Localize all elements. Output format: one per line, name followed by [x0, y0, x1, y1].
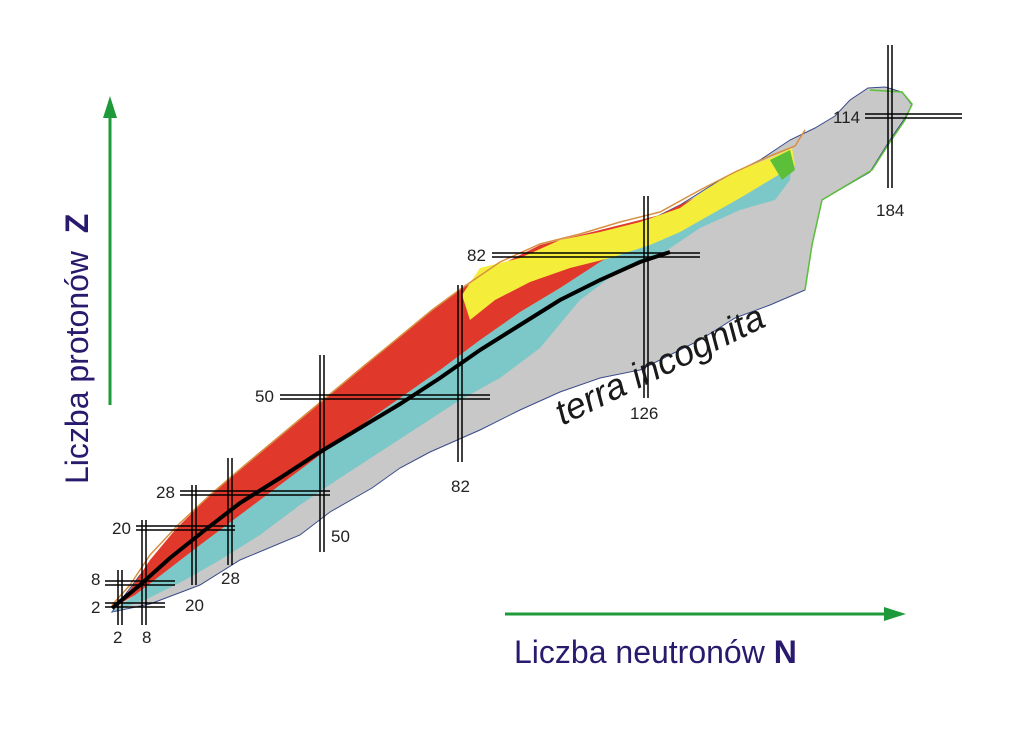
magic-lines-z — [105, 113, 962, 608]
n-axis-arrow — [505, 607, 906, 621]
stability-line — [110, 250, 671, 610]
magic-n-82: 82 — [451, 477, 470, 496]
magic-n-8: 8 — [142, 628, 152, 647]
y-axis-label: Liczba protonów — [59, 250, 95, 484]
magic-z-114: 114 — [833, 108, 861, 127]
magic-n-20: 20 — [185, 596, 204, 615]
x-axis-symbol: N — [773, 634, 797, 670]
magic-z-28: 28 — [156, 483, 175, 502]
magic-z-82: 82 — [467, 246, 486, 265]
x-axis-title: Liczba neutronów N — [514, 636, 797, 668]
x-axis-label: Liczba neutronów — [514, 634, 765, 670]
magic-z-50: 50 — [255, 387, 274, 406]
magic-n-28: 28 — [221, 569, 240, 588]
superheavy-island-edge — [804, 89, 913, 291]
magic-z-20: 20 — [112, 519, 131, 538]
y-axis-title: Liczba protonów Z — [59, 213, 95, 484]
superheavy-green-region — [770, 150, 795, 180]
magic-z-2: 2 — [91, 598, 101, 617]
z-axis-arrow — [103, 96, 117, 405]
magic-n-126: 126 — [630, 404, 659, 423]
magic-z-8: 8 — [91, 570, 101, 589]
alpha-decay-region — [462, 148, 795, 320]
magic-lines-n — [117, 45, 893, 625]
neutron-rich-region — [112, 160, 792, 612]
proton-drip-line — [111, 129, 806, 606]
y-axis-symbol: Z — [59, 213, 95, 234]
magic-n-2: 2 — [113, 628, 123, 647]
magic-n-50: 50 — [331, 527, 350, 546]
magic-n-184: 184 — [876, 201, 905, 220]
